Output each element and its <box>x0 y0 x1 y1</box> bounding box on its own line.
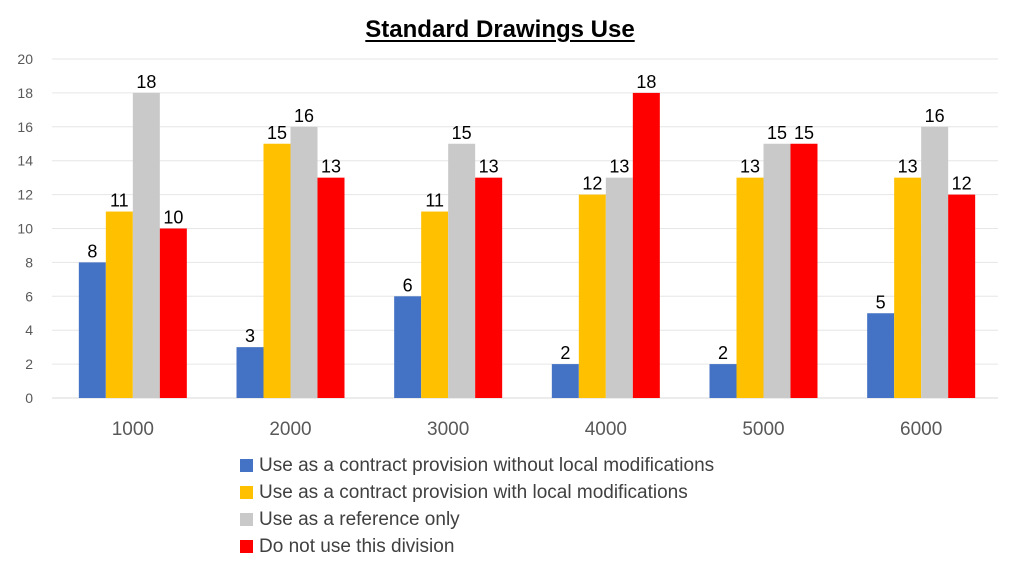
bar <box>317 177 345 398</box>
legend: Use as a contract provision without loca… <box>240 452 714 560</box>
legend-item: Use as a reference only <box>240 506 714 533</box>
legend-item: Use as a contract provision with local m… <box>240 479 714 506</box>
bar <box>921 126 949 399</box>
bar <box>709 364 737 398</box>
data-label: 6 <box>403 275 413 295</box>
legend-swatch <box>240 540 253 553</box>
bar <box>948 194 976 398</box>
y-tick-label: 20 <box>17 51 33 67</box>
bar <box>790 143 818 398</box>
data-label: 13 <box>609 157 629 177</box>
data-label: 2 <box>560 343 570 363</box>
data-label: 15 <box>267 123 287 143</box>
bar <box>263 143 291 398</box>
bar <box>159 228 187 398</box>
x-tick-label: 1000 <box>112 419 154 440</box>
bar <box>421 211 449 398</box>
y-tick-label: 4 <box>25 322 33 338</box>
data-label: 3 <box>245 326 255 346</box>
bar <box>394 296 422 398</box>
bar-chart: 0 2 4 6 8 10 12 14 16 18 20 8 11 18 10 1000 3 15 16 13 2000 6… <box>17 51 998 440</box>
legend-swatch <box>240 513 253 526</box>
data-label: 2 <box>718 343 728 363</box>
data-label: 12 <box>582 174 602 194</box>
legend-label: Use as a contract provision without loca… <box>259 454 715 476</box>
data-label: 12 <box>952 174 972 194</box>
y-tick-label: 12 <box>17 187 33 203</box>
y-tick-label: 14 <box>17 153 33 169</box>
chart-title-text: Standard Drawings Use <box>365 16 635 43</box>
data-label: 15 <box>767 123 787 143</box>
data-label: 8 <box>87 241 97 261</box>
bar <box>78 262 106 398</box>
data-label: 18 <box>136 72 156 92</box>
y-tick-label: 2 <box>25 356 33 372</box>
legend-item: Do not use this division <box>240 533 714 560</box>
bar <box>736 177 764 398</box>
data-label: 11 <box>110 191 129 211</box>
legend-label: Use as a reference only <box>259 508 460 530</box>
data-label: 13 <box>740 157 760 177</box>
x-tick-label: 5000 <box>742 419 784 440</box>
chart-title: Standard Drawings Use <box>0 16 1000 44</box>
y-tick-label: 16 <box>17 119 33 135</box>
y-tick-label: 18 <box>17 85 33 101</box>
y-tick-label: 10 <box>17 221 33 237</box>
bar <box>448 143 476 398</box>
data-label: 11 <box>425 191 444 211</box>
legend-swatch <box>240 459 253 472</box>
data-label: 18 <box>636 72 656 92</box>
y-tick-label: 0 <box>25 390 33 406</box>
data-label: 13 <box>321 157 341 177</box>
data-label: 13 <box>479 157 499 177</box>
bar <box>475 177 503 398</box>
legend-label: Use as a contract provision with local m… <box>259 481 688 503</box>
bar <box>578 194 606 398</box>
legend-label: Do not use this division <box>259 535 455 557</box>
x-tick-label: 4000 <box>585 419 627 440</box>
bar <box>867 313 895 398</box>
bar <box>894 177 922 398</box>
data-label: 5 <box>876 292 886 312</box>
x-tick-label: 2000 <box>269 419 311 440</box>
y-tick-label: 8 <box>25 254 33 270</box>
bar <box>551 364 579 398</box>
data-label: 15 <box>452 123 472 143</box>
bar <box>605 177 633 398</box>
data-label: 16 <box>294 106 314 126</box>
legend-item: Use as a contract provision without loca… <box>240 452 714 479</box>
bar <box>632 92 660 399</box>
bar <box>763 143 791 398</box>
data-label: 10 <box>163 208 183 228</box>
x-tick-label: 6000 <box>900 419 942 440</box>
data-label: 13 <box>898 157 918 177</box>
x-tick-label: 3000 <box>427 419 469 440</box>
y-tick-label: 6 <box>25 288 33 304</box>
bar <box>236 347 264 398</box>
data-label: 16 <box>925 106 945 126</box>
bar <box>105 211 133 398</box>
bar <box>132 92 160 399</box>
data-label: 15 <box>794 123 814 143</box>
bar <box>290 126 318 399</box>
legend-swatch <box>240 486 253 499</box>
